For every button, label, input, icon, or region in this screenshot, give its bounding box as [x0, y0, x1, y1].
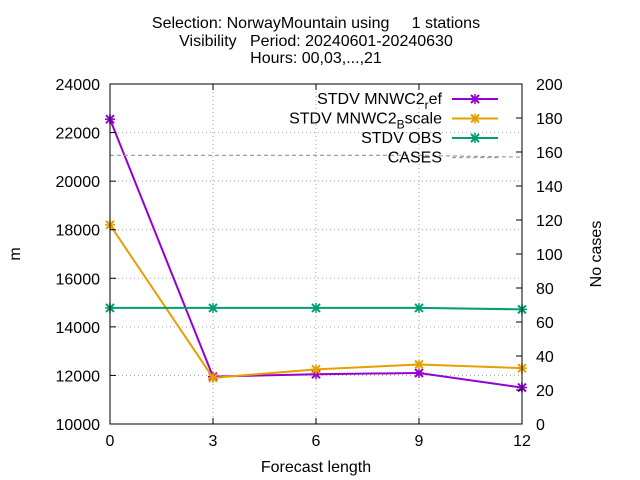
data-point [470, 133, 480, 143]
y-tick-label: 18000 [56, 223, 101, 240]
x-tick-label: 3 [209, 433, 218, 450]
y-tick-label: 16000 [56, 271, 101, 288]
data-point [208, 372, 218, 383]
y-tick-label: 24000 [56, 77, 101, 94]
x-tick-label: 12 [513, 433, 531, 450]
x-tick-label: 0 [106, 433, 115, 450]
y2-tick-label: 80 [536, 281, 554, 298]
y-tick-label: 14000 [56, 320, 101, 337]
y2-tick-label: 20 [536, 383, 554, 400]
y2-axis-label: No cases [588, 221, 605, 288]
data-point [311, 302, 321, 313]
y-tick-label: 20000 [56, 174, 101, 191]
y2-tick-label: 0 [536, 417, 545, 434]
data-point [470, 94, 480, 104]
chart-title-line-3: Hours: 00,03,...,21 [250, 50, 382, 67]
axes: 0 3 6 9 12 10000 12000 14000 16000 18000 20000 2200… [56, 77, 563, 450]
y2-tick-label: 160 [536, 145, 563, 162]
y2-tick-label: 40 [536, 349, 554, 366]
data-point [311, 364, 321, 375]
legend-label: CASES [388, 150, 442, 167]
series-line [110, 154, 523, 158]
y-tick-label: 12000 [56, 368, 101, 385]
y-tick-label: 10000 [56, 417, 101, 434]
data-point [414, 368, 424, 378]
y2-tick-label: 100 [536, 247, 563, 264]
y-tick-label: 22000 [56, 126, 101, 143]
data-point [414, 359, 424, 370]
series-line [109, 118, 523, 389]
chart-title-line-1: Selection: NorwayMountain using 1 statio… [151, 15, 481, 32]
series-2 [105, 302, 527, 315]
legend-label: STDV OBS [361, 130, 442, 147]
series-3 [110, 154, 523, 158]
series-layer [105, 114, 527, 393]
y2-tick-label: 120 [536, 213, 563, 230]
y2-tick-label: 60 [536, 315, 554, 332]
y2-tick-label: 200 [536, 77, 563, 94]
legend-item: STDV MNWC2ref [317, 91, 498, 112]
legend-item: CASES [388, 150, 498, 167]
series-line [109, 224, 523, 379]
data-point [208, 302, 218, 313]
legend-label: STDV MNWC2ref [317, 91, 442, 112]
legend-label: STDV MNWC2Bscale [289, 111, 442, 132]
x-tick-label: 9 [415, 433, 424, 450]
y2-tick-label: 180 [536, 111, 563, 128]
legend-item: STDV OBS [361, 130, 498, 147]
x-tick-label: 6 [312, 433, 321, 450]
y-axis-label: m [7, 247, 24, 260]
chart-title-line-2: Visibility Period: 20240601-20240630 [179, 33, 453, 50]
legend-item: STDV MNWC2Bscale [289, 111, 498, 132]
x-axis-label: Forecast length [261, 459, 371, 476]
data-point [470, 113, 480, 124]
y2-tick-label: 140 [536, 179, 563, 196]
data-point [414, 302, 424, 313]
